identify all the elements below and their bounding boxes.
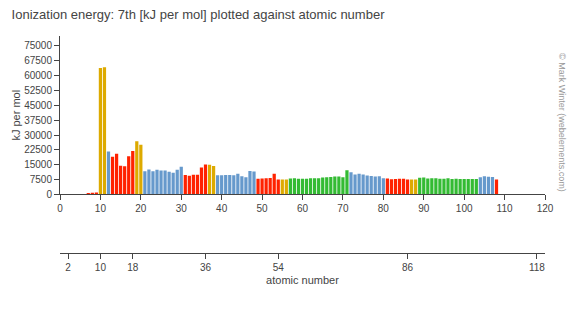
svg-text:60: 60 — [297, 203, 309, 214]
svg-text:15000: 15000 — [24, 159, 52, 170]
svg-text:36: 36 — [200, 262, 212, 273]
svg-text:30: 30 — [176, 203, 188, 214]
svg-text:20: 20 — [135, 203, 147, 214]
svg-text:70: 70 — [337, 203, 349, 214]
svg-text:45000: 45000 — [24, 100, 52, 111]
svg-text:30000: 30000 — [24, 130, 52, 141]
svg-text:100: 100 — [456, 203, 473, 214]
svg-text:10: 10 — [95, 262, 107, 273]
svg-text:37500: 37500 — [24, 115, 52, 126]
svg-text:kJ per mol: kJ per mol — [10, 90, 22, 141]
svg-text:0: 0 — [46, 189, 52, 200]
svg-text:52500: 52500 — [24, 85, 52, 96]
svg-text:10: 10 — [95, 203, 107, 214]
svg-text:120: 120 — [537, 203, 554, 214]
svg-text:© Mark Winter (webelements.com: © Mark Winter (webelements.com) — [557, 53, 567, 192]
svg-text:50: 50 — [257, 203, 269, 214]
svg-text:40: 40 — [216, 203, 228, 214]
svg-text:75000: 75000 — [24, 40, 52, 51]
svg-text:7500: 7500 — [30, 174, 53, 185]
svg-text:118: 118 — [529, 262, 545, 273]
svg-text:90: 90 — [418, 203, 430, 214]
svg-text:110: 110 — [497, 203, 513, 214]
svg-text:0: 0 — [57, 203, 63, 214]
svg-text:54: 54 — [273, 262, 285, 273]
svg-text:atomic number: atomic number — [266, 274, 339, 286]
svg-text:60000: 60000 — [24, 70, 52, 81]
svg-text:80: 80 — [378, 203, 390, 214]
svg-text:86: 86 — [402, 262, 414, 273]
svg-text:2: 2 — [65, 262, 71, 273]
svg-text:Ionization energy: 7th [kJ per: Ionization energy: 7th [kJ per mol] plot… — [12, 7, 386, 22]
svg-text:18: 18 — [127, 262, 139, 273]
svg-text:67500: 67500 — [24, 55, 52, 66]
svg-text:22500: 22500 — [24, 144, 52, 155]
